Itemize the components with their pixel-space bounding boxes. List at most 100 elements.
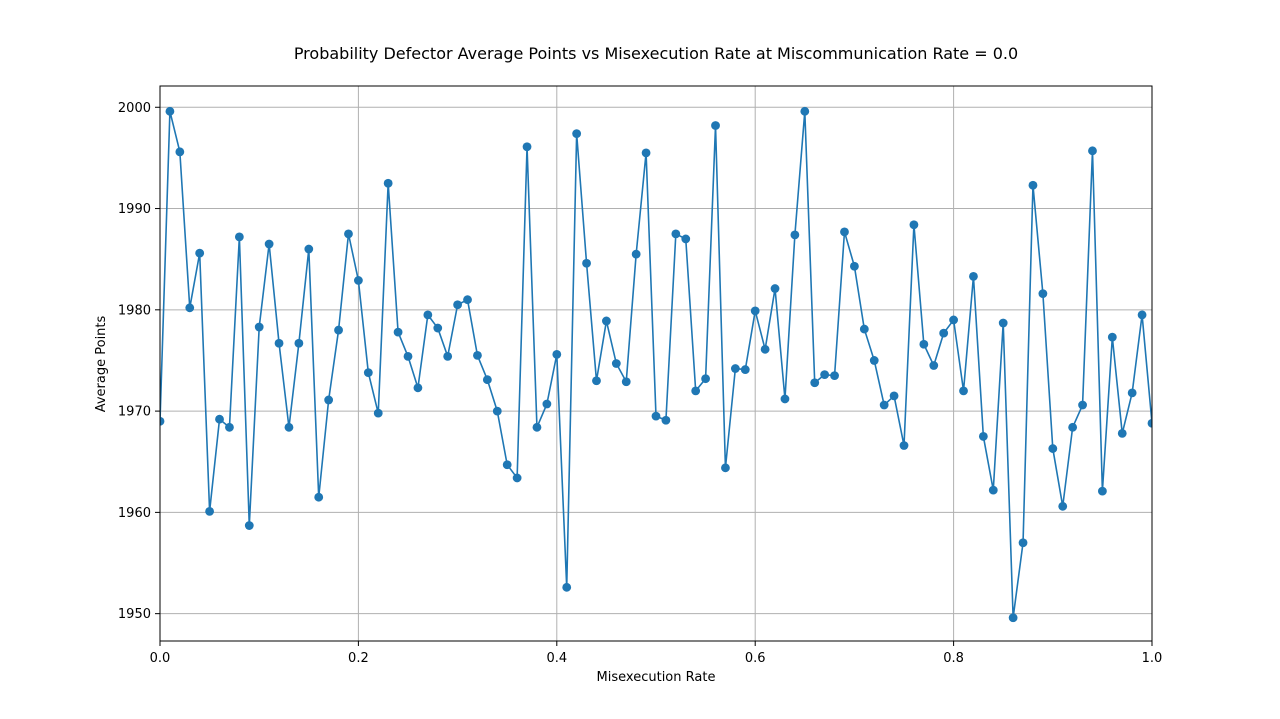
data-point <box>810 378 820 388</box>
data-point <box>433 323 443 333</box>
data-point <box>314 492 324 502</box>
data-point <box>334 325 343 335</box>
data-point <box>949 315 958 325</box>
data-point <box>274 338 284 348</box>
y-tick-label: 1980 <box>118 303 151 318</box>
data-point <box>463 295 472 305</box>
data-point <box>1058 501 1068 511</box>
data-point <box>160 416 165 426</box>
data-point <box>978 432 988 441</box>
data-point <box>165 106 175 116</box>
data-point <box>631 249 641 259</box>
data-point <box>691 386 701 396</box>
data-point <box>1018 538 1028 548</box>
data-point <box>592 376 601 386</box>
data-point <box>840 227 849 237</box>
data-point <box>681 234 691 244</box>
y-tick-label: 1960 <box>118 506 151 521</box>
data-point <box>205 506 215 516</box>
data-point <box>1098 486 1107 496</box>
data-point <box>1117 428 1127 438</box>
x-tick-label: 0.2 <box>348 651 369 666</box>
y-tick-label: 1990 <box>118 202 151 217</box>
data-point <box>195 248 205 258</box>
data-point <box>225 422 234 432</box>
data-point <box>552 349 562 359</box>
data-point <box>1048 444 1058 453</box>
data-point <box>373 408 383 418</box>
y-axis-ticks: 1950 1960 1970 1980 1990 2000 <box>118 101 160 622</box>
data-point <box>959 386 968 396</box>
data-point <box>473 351 482 360</box>
y-tick-label: 1950 <box>118 607 151 622</box>
data-point <box>651 411 661 421</box>
data-point <box>264 239 274 249</box>
data-point <box>1038 289 1048 299</box>
data-point <box>244 521 254 530</box>
data-point <box>760 344 770 354</box>
data-point <box>304 244 314 254</box>
data-point <box>850 261 859 271</box>
data-point <box>661 415 671 425</box>
x-axis-ticks: 0.0 0.2 0.4 0.6 0.8 1.0 <box>150 641 1163 666</box>
x-tick-label: 0.6 <box>745 651 766 666</box>
y-tick-label: 2000 <box>118 101 151 116</box>
data-point <box>869 356 879 365</box>
data-point <box>711 121 720 130</box>
series-line <box>160 110 1152 619</box>
x-tick-label: 0.8 <box>943 651 964 666</box>
data-point <box>532 422 542 432</box>
y-tick-label: 1970 <box>118 405 151 420</box>
data-point <box>800 106 810 116</box>
data-point <box>830 371 839 381</box>
data-point <box>790 230 800 240</box>
data-point <box>1078 400 1087 410</box>
data-point <box>572 129 582 139</box>
data-point <box>721 463 730 473</box>
data-point <box>1028 180 1038 190</box>
data-point <box>403 352 413 361</box>
data-point <box>502 460 512 470</box>
data-point <box>879 400 889 410</box>
x-tick-label: 1.0 <box>1142 651 1163 666</box>
data-point <box>889 391 899 401</box>
data-point <box>443 352 453 361</box>
data-point <box>175 147 185 157</box>
data-point <box>899 441 909 450</box>
data-point <box>1107 332 1117 342</box>
data-point <box>919 339 929 349</box>
data-point <box>939 328 949 338</box>
data-point <box>671 229 681 239</box>
data-point <box>859 324 869 334</box>
data-point <box>1088 146 1097 156</box>
data-point <box>354 276 363 285</box>
data-point <box>453 300 462 310</box>
data-point <box>512 473 522 483</box>
data-point <box>820 370 830 380</box>
x-tick-label: 0.0 <box>150 651 171 666</box>
data-point <box>562 582 572 592</box>
data-point <box>582 258 591 268</box>
data-point <box>234 232 244 242</box>
data-point <box>542 399 552 409</box>
data-point <box>621 377 631 387</box>
x-axis-label: Misexecution Rate <box>597 670 716 685</box>
data-point <box>324 395 334 405</box>
data-point <box>254 322 264 332</box>
data-point <box>998 318 1008 328</box>
data-point <box>1068 422 1078 432</box>
data-point <box>780 394 790 404</box>
plot-frame <box>159 85 1153 642</box>
grid <box>159 86 1153 641</box>
series-layer <box>160 106 1152 623</box>
data-point <box>602 316 611 326</box>
data-point <box>750 306 760 316</box>
data-point <box>740 365 750 374</box>
data-point <box>969 272 978 281</box>
data-point <box>185 303 195 313</box>
data-point <box>284 422 294 432</box>
data-point <box>730 364 740 373</box>
x-tick-label: 0.4 <box>546 651 567 666</box>
